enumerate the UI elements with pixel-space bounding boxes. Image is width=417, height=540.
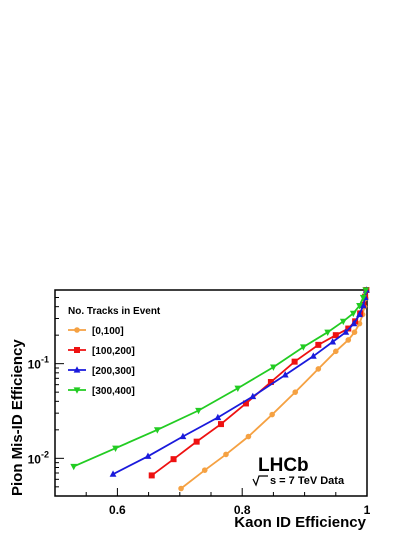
data-point [270, 364, 277, 371]
x-axis-label: Kaon ID Efficiency [234, 514, 366, 531]
data-point [324, 329, 332, 336]
legend-entry: [0,100] [68, 326, 124, 337]
legend-entry: [100,200] [68, 346, 135, 357]
data-point [291, 358, 298, 365]
data-point [195, 407, 202, 415]
x-tick-label: 0.6 [109, 503, 126, 517]
data-point [245, 433, 252, 440]
data-point [214, 413, 222, 421]
data-point [350, 319, 358, 327]
sqrt-icon [252, 475, 268, 487]
series-line [112, 289, 368, 475]
legend-marker [74, 327, 80, 333]
data-point [362, 287, 370, 294]
data-point [234, 385, 242, 393]
data-point [339, 318, 347, 326]
data-point [342, 328, 350, 335]
x-tick-label: 0.8 [234, 503, 251, 517]
data-point [269, 411, 275, 418]
data-point [144, 452, 152, 459]
legend-entry: [300,400] [68, 386, 135, 397]
series-[300,400] [70, 287, 370, 471]
data-point [281, 371, 289, 378]
legend-marker [74, 347, 80, 353]
data-point [345, 337, 352, 343]
data-point [292, 389, 299, 395]
legend-title: No. Tracks in Event [68, 306, 161, 317]
data-point [356, 310, 363, 318]
data-point [217, 421, 224, 428]
series-[200,300] [109, 286, 370, 477]
data-point [112, 445, 119, 452]
y-tick-label: 10-1 [28, 355, 49, 372]
data-point [201, 467, 208, 473]
legend-entries: [0,100] [100,200] [200,300] [300,400] [68, 326, 135, 397]
data-point [242, 400, 249, 407]
data-point [109, 470, 117, 477]
data-point [351, 329, 358, 335]
y-axis-ticks: 10-2 10-1 [28, 296, 64, 497]
legend-label: [0,100] [92, 326, 124, 337]
data-point [315, 341, 322, 348]
data-point [223, 451, 229, 458]
legend-label: [200,300] [92, 366, 135, 377]
series-line [151, 289, 368, 477]
legend-label: [100,200] [92, 346, 135, 357]
data-point [349, 310, 357, 318]
legend-marker [73, 387, 81, 394]
data-point [329, 338, 337, 345]
data-point [309, 352, 317, 359]
lhcb-annotation: LHCb s = 7 TeV Data [252, 455, 345, 487]
series-[100,200] [148, 287, 370, 479]
data-point [153, 427, 161, 434]
legend-label: [300,400] [92, 386, 135, 397]
energy-label: s = 7 TeV Data [270, 475, 345, 487]
y-tick-label: 10-2 [28, 449, 49, 466]
legend-entry: [200,300] [68, 366, 135, 377]
legend-marker [73, 366, 81, 373]
data-point [356, 303, 363, 310]
lhcb-label: LHCb [258, 455, 309, 476]
series-layer [70, 286, 370, 492]
data-point [332, 332, 339, 339]
data-point [178, 485, 184, 492]
data-point [148, 472, 155, 479]
legend: No. Tracks in Event [0,100] [100,200] [200… [68, 306, 161, 397]
x-tick-label: 1 [364, 503, 371, 517]
data-point [70, 463, 78, 471]
data-point [315, 366, 322, 372]
y-axis-label: Pion Mis-ID Efficiency [9, 339, 26, 496]
x-axis-ticks: 0.6 0.8 1 [54, 488, 371, 517]
data-point [193, 438, 200, 445]
data-point [267, 379, 274, 386]
data-point [359, 301, 367, 309]
data-point [170, 456, 177, 463]
data-point [299, 344, 307, 351]
data-point [249, 392, 257, 400]
data-point [179, 432, 187, 440]
data-point [359, 294, 367, 302]
data-point [333, 348, 339, 355]
